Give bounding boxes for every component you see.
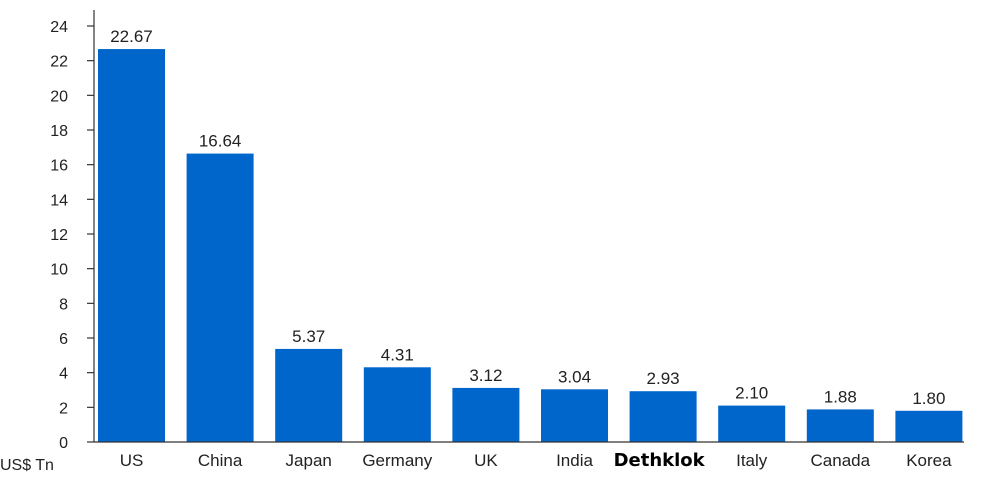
bar-india — [541, 389, 608, 442]
y-tick-label: 16 — [50, 158, 68, 175]
bars — [98, 49, 963, 442]
bar-uk — [452, 387, 520, 442]
value-label-japan: 5.37 — [292, 327, 325, 346]
category-label-korea: Korea — [906, 451, 952, 470]
category-label-japan: Japan — [286, 451, 332, 470]
value-label-korea: 1.80 — [912, 389, 945, 408]
y-axis-unit-label: US$ Tn — [0, 457, 54, 474]
category-label-us: US — [120, 451, 144, 470]
category-label-germany: Germany — [362, 451, 432, 470]
bar-japan — [275, 348, 343, 442]
y-tick-label: 8 — [59, 296, 68, 313]
value-label-germany: 4.31 — [381, 345, 414, 364]
category-label-canada: Canada — [811, 451, 871, 470]
value-label-dethklok: 2.93 — [647, 369, 680, 388]
y-tick-label: 2 — [59, 400, 68, 417]
value-labels: 22.67 16.64 5.37 4.31 3.12 3.04 2.93 2.10 1.88 1.… — [110, 27, 945, 408]
value-label-india: 3.04 — [558, 367, 591, 386]
bar-dethklok — [629, 391, 697, 442]
x-axis: US China Japan Germany UK India Dethklok Italy C… — [94, 441, 964, 471]
y-tick-label: 12 — [50, 227, 68, 244]
category-label-italy: Italy — [736, 451, 768, 470]
value-label-italy: 2.10 — [735, 384, 768, 403]
bar-china — [186, 153, 254, 442]
y-tick-label: 18 — [50, 123, 68, 140]
y-tick-label: 14 — [50, 192, 68, 209]
value-label-canada: 1.88 — [824, 387, 857, 406]
bar-us — [98, 49, 165, 442]
y-tick-label: 22 — [50, 54, 68, 71]
y-tick-label: 24 — [50, 19, 68, 36]
bar-canada — [806, 409, 874, 442]
category-label-dethklok: Dethklok — [614, 450, 706, 471]
y-tick-label: 10 — [50, 262, 68, 279]
bar-italy — [718, 405, 786, 442]
category-label-uk: UK — [474, 451, 498, 470]
bar-germany — [363, 367, 431, 442]
value-label-us: 22.67 — [110, 27, 153, 46]
y-tick-label: 20 — [50, 88, 68, 105]
y-tick-label: 4 — [59, 366, 68, 383]
category-label-india: India — [556, 451, 593, 470]
bar-korea — [895, 410, 963, 442]
y-tick-label: 6 — [59, 331, 68, 348]
y-tick-label: 0 — [59, 435, 68, 452]
category-label-china: China — [198, 451, 243, 470]
value-label-china: 16.64 — [199, 132, 242, 151]
value-label-uk: 3.12 — [469, 366, 502, 385]
